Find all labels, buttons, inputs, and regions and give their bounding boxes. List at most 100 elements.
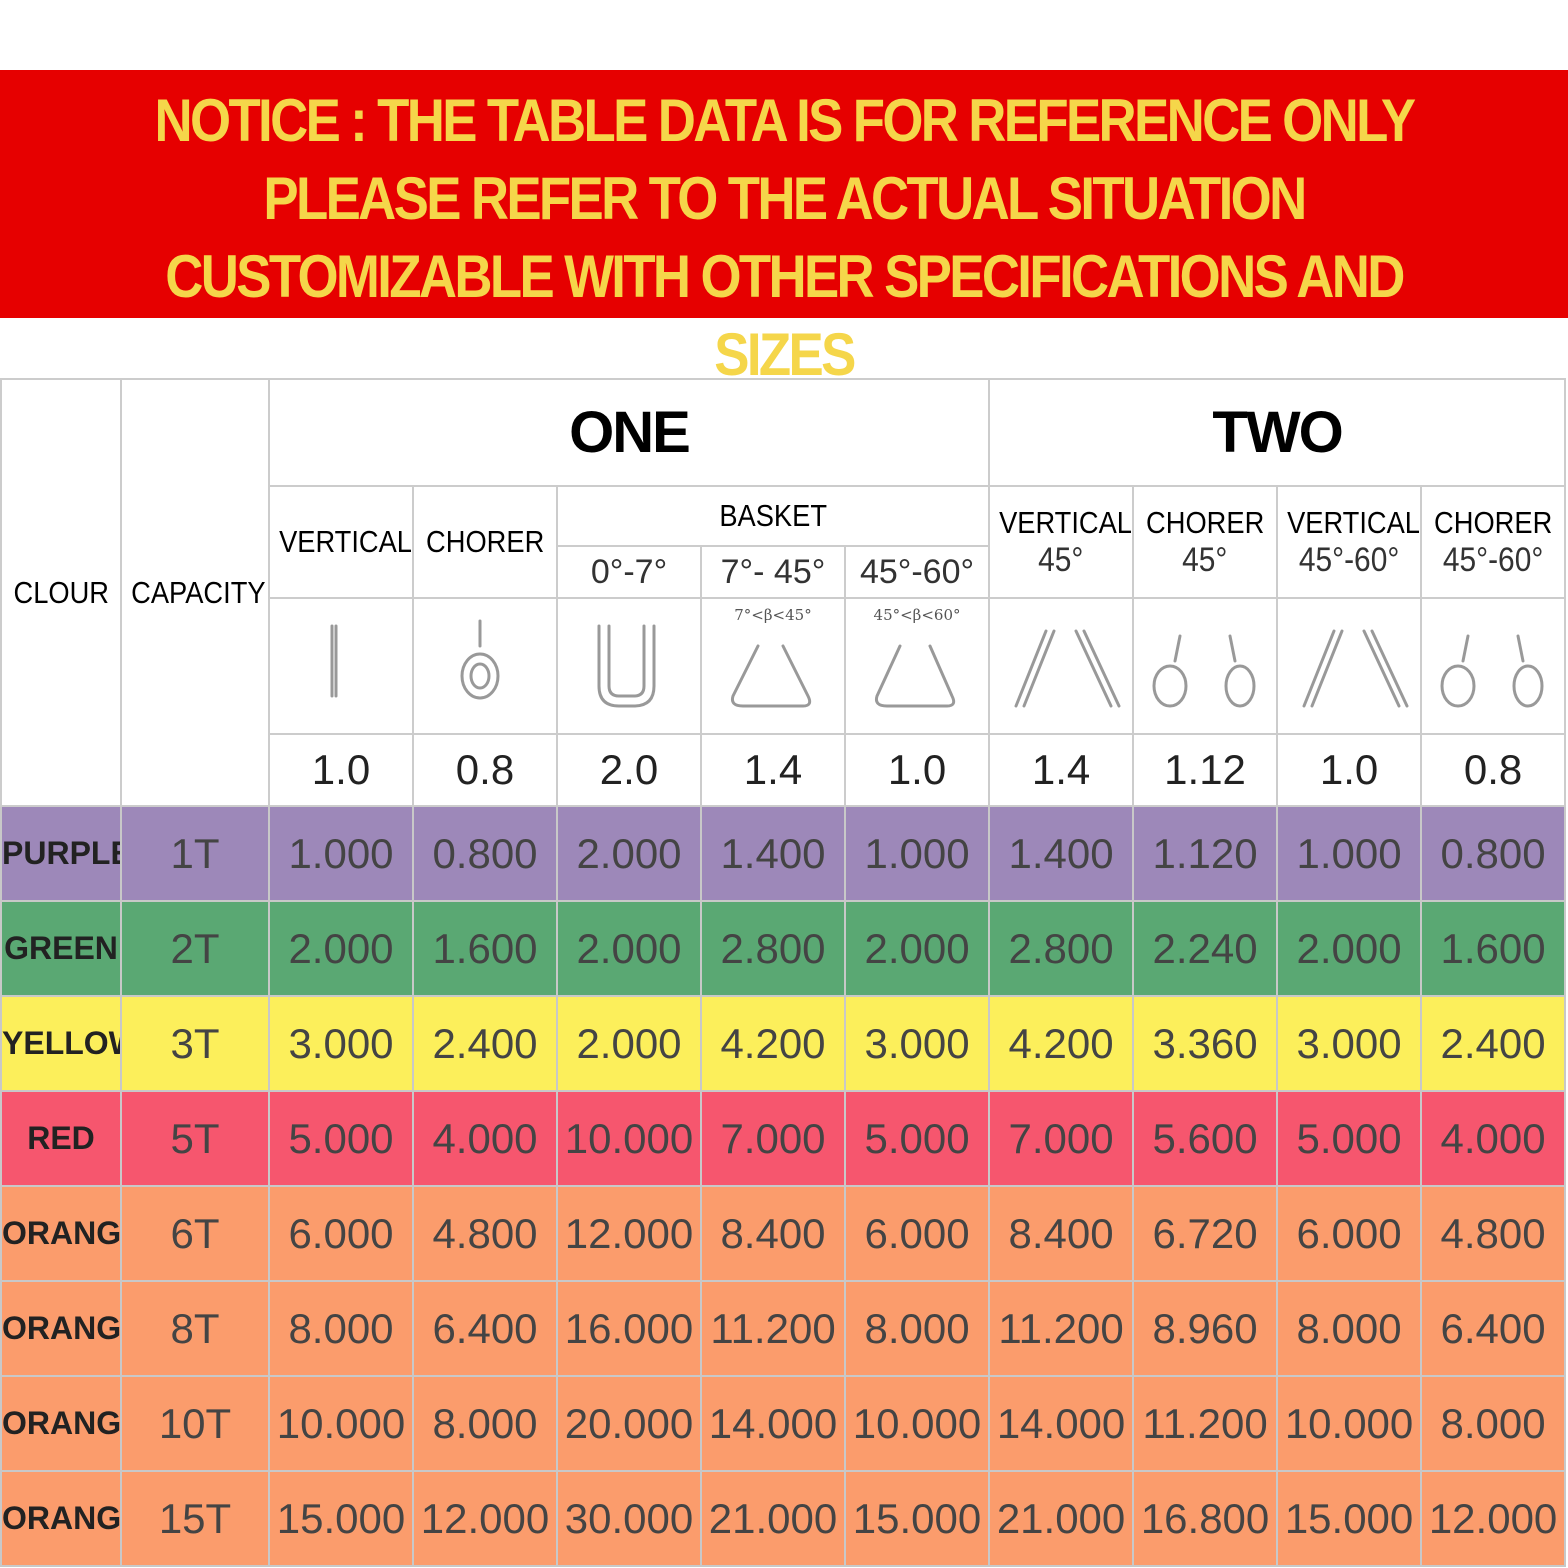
icon-stroke — [1074, 629, 1113, 708]
value-cell: 2.400 — [1420, 995, 1567, 1092]
colour-cell: ORANGE — [0, 1185, 122, 1282]
value-cell: 8.000 — [1420, 1375, 1567, 1472]
value-cell: 5.000 — [268, 1090, 414, 1187]
value-cell: 20.000 — [556, 1375, 702, 1472]
factor: 1.4 — [988, 733, 1135, 807]
value-cell: 1.600 — [412, 900, 558, 997]
header-text: CLOUR — [13, 574, 109, 610]
header-text: CHORER — [1145, 504, 1265, 540]
angle-text: 45°-60° — [1442, 540, 1544, 579]
value-cell: 10.000 — [1276, 1375, 1423, 1472]
capacity-cell: 3T — [120, 995, 270, 1092]
angle-header: 45°-60° — [843, 545, 991, 599]
column-header: VERTICAL 45° — [988, 485, 1135, 599]
sling-icon — [1440, 634, 1544, 708]
value-cell: 12.000 — [1420, 1470, 1567, 1567]
sling-icon — [875, 644, 956, 708]
value-cell: 14.000 — [988, 1375, 1135, 1472]
icon-stroke — [1440, 664, 1476, 708]
angle-text: 45° — [1038, 540, 1084, 579]
colour-cell: ORANGE — [0, 1375, 122, 1472]
value-cell: 3.000 — [268, 995, 414, 1092]
icon-cell — [988, 597, 1135, 735]
icon-stroke — [731, 644, 812, 708]
value-cell: 11.200 — [1132, 1375, 1279, 1472]
value-cell: 14.000 — [700, 1375, 846, 1472]
capacity-cell: 1T — [120, 805, 270, 902]
table-row: PURPLE 1T 1.000 0.800 2.000 1.400 1.000 1.400 1.… — [0, 805, 1567, 902]
column-header: VERTICAL — [268, 485, 414, 599]
value-cell: 6.000 — [1276, 1185, 1423, 1282]
value-cell: 21.000 — [700, 1470, 846, 1567]
icon-cell: 45°<β<60° — [843, 597, 991, 735]
value-cell: 2.800 — [988, 900, 1135, 997]
value-cell: 6.400 — [1420, 1280, 1567, 1377]
value-cell: 3.000 — [1276, 995, 1423, 1092]
icon-label: 7°<β<45° — [734, 606, 812, 624]
value-cell: 2.000 — [1276, 900, 1423, 997]
icon-cell — [1420, 597, 1567, 735]
value-cell: 4.800 — [412, 1185, 558, 1282]
colour-cell: YELLOW — [0, 995, 122, 1092]
factor: 1.0 — [843, 733, 991, 807]
value-cell: 2.000 — [268, 900, 414, 997]
factor: 0.8 — [412, 733, 558, 807]
icon-stroke — [1224, 664, 1256, 708]
spec-table: CLOUR CAPACITY ONE TWO VERTICAL CHORER B… — [0, 378, 1567, 1567]
value-cell: 12.000 — [556, 1185, 702, 1282]
icon-cell — [1132, 597, 1279, 735]
icon-stroke — [607, 624, 646, 698]
header-text: VERTICAL — [279, 524, 412, 559]
value-cell: 30.000 — [556, 1470, 702, 1567]
value-cell: 2.000 — [556, 900, 702, 997]
value-cell: 2.000 — [556, 995, 702, 1092]
icon-stroke — [469, 662, 491, 690]
colour-header: CLOUR — [0, 378, 122, 807]
value-cell: 8.000 — [412, 1375, 558, 1472]
table-row: ORANGE10T10.0008.00020.00014.00010.00014… — [0, 1375, 1567, 1472]
sling-icon — [460, 619, 500, 700]
value-cell: 1.000 — [268, 805, 414, 902]
group-header: TWO — [988, 378, 1567, 487]
value-cell: 6.400 — [412, 1280, 558, 1377]
icon-stroke — [1362, 629, 1401, 708]
value-cell: 5.000 — [1276, 1090, 1423, 1187]
colour-cell: ORANGE — [0, 1280, 122, 1377]
capacity-cell: 15T — [120, 1470, 270, 1567]
icon-stroke — [1516, 634, 1525, 663]
sling-icon — [1302, 629, 1409, 708]
icon-cell — [1276, 597, 1423, 735]
value-cell: 8.960 — [1132, 1280, 1279, 1377]
value-cell: 6.720 — [1132, 1185, 1279, 1282]
header-text: CHORER — [1433, 504, 1553, 540]
table-row: GREEN 2T 2.000 1.600 2.000 2.800 2.000 2.800 2.2… — [0, 900, 1567, 997]
factor: 1.0 — [1276, 733, 1423, 807]
icon-stroke — [1310, 629, 1344, 708]
group-header: ONE — [267, 378, 991, 487]
value-cell: 5.600 — [1132, 1090, 1279, 1187]
icon-stroke — [1512, 664, 1544, 708]
icon-cell: 7°<β<45° — [700, 597, 846, 735]
value-cell: 7.000 — [988, 1090, 1135, 1187]
factor: 0.8 — [1420, 733, 1567, 807]
value-cell: 8.400 — [700, 1185, 846, 1282]
icon-stroke — [1173, 634, 1182, 663]
table-row: ORANGE6T6.0004.80012.0008.4006.0008.4006… — [0, 1185, 1567, 1282]
icon-cell — [556, 597, 702, 735]
value-cell: 2.000 — [843, 900, 991, 997]
capacity-cell: 10T — [120, 1375, 270, 1472]
header-text: BASKET — [719, 498, 827, 533]
icon-stroke — [1082, 629, 1121, 708]
capacity-cell: 5T — [120, 1090, 270, 1187]
value-cell: 5.000 — [843, 1090, 991, 1187]
capacity-cell: 2T — [120, 900, 270, 997]
colour-cell: PURPLE — [0, 805, 122, 902]
sling-icon — [731, 644, 812, 708]
value-cell: 1.000 — [1276, 805, 1423, 902]
column-header: CHORER 45°-60° — [1420, 485, 1567, 599]
value-cell: 6.000 — [843, 1185, 991, 1282]
capacity-cell: 6T — [120, 1185, 270, 1282]
icon-stroke — [460, 652, 500, 700]
header-text: VERTICAL — [1287, 504, 1421, 540]
value-cell: 6.000 — [268, 1185, 414, 1282]
